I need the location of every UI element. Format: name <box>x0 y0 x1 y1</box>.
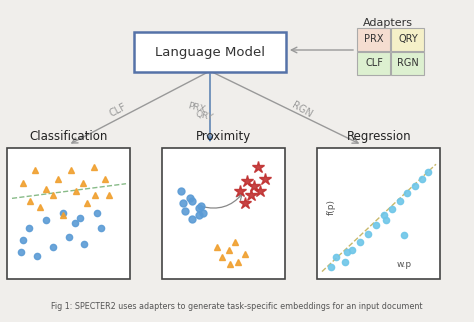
Text: RGN: RGN <box>290 100 314 120</box>
Text: Fig 1: SPECTER2 uses adapters to generate task-specific embeddings for an input : Fig 1: SPECTER2 uses adapters to generat… <box>51 302 423 311</box>
Text: Proximity: Proximity <box>196 130 252 143</box>
FancyBboxPatch shape <box>163 147 285 279</box>
Text: RGN: RGN <box>397 58 419 68</box>
FancyBboxPatch shape <box>357 52 391 74</box>
Text: PRX: PRX <box>364 34 384 44</box>
FancyBboxPatch shape <box>134 32 286 72</box>
Text: w.p: w.p <box>397 260 411 269</box>
Text: Adapters: Adapters <box>363 18 413 28</box>
Text: Classification: Classification <box>30 130 108 143</box>
FancyBboxPatch shape <box>8 147 130 279</box>
Text: Language Model: Language Model <box>155 45 265 59</box>
FancyBboxPatch shape <box>392 27 425 51</box>
FancyBboxPatch shape <box>392 52 425 74</box>
Text: QRY: QRY <box>398 34 418 44</box>
FancyBboxPatch shape <box>357 27 391 51</box>
Text: CLF: CLF <box>365 58 383 68</box>
Text: CLF: CLF <box>108 101 128 118</box>
Text: QRY: QRY <box>194 109 214 123</box>
Text: Regression: Regression <box>346 130 411 143</box>
Text: f(p): f(p) <box>327 199 336 215</box>
FancyBboxPatch shape <box>318 147 440 279</box>
Text: PRX: PRX <box>186 101 206 115</box>
